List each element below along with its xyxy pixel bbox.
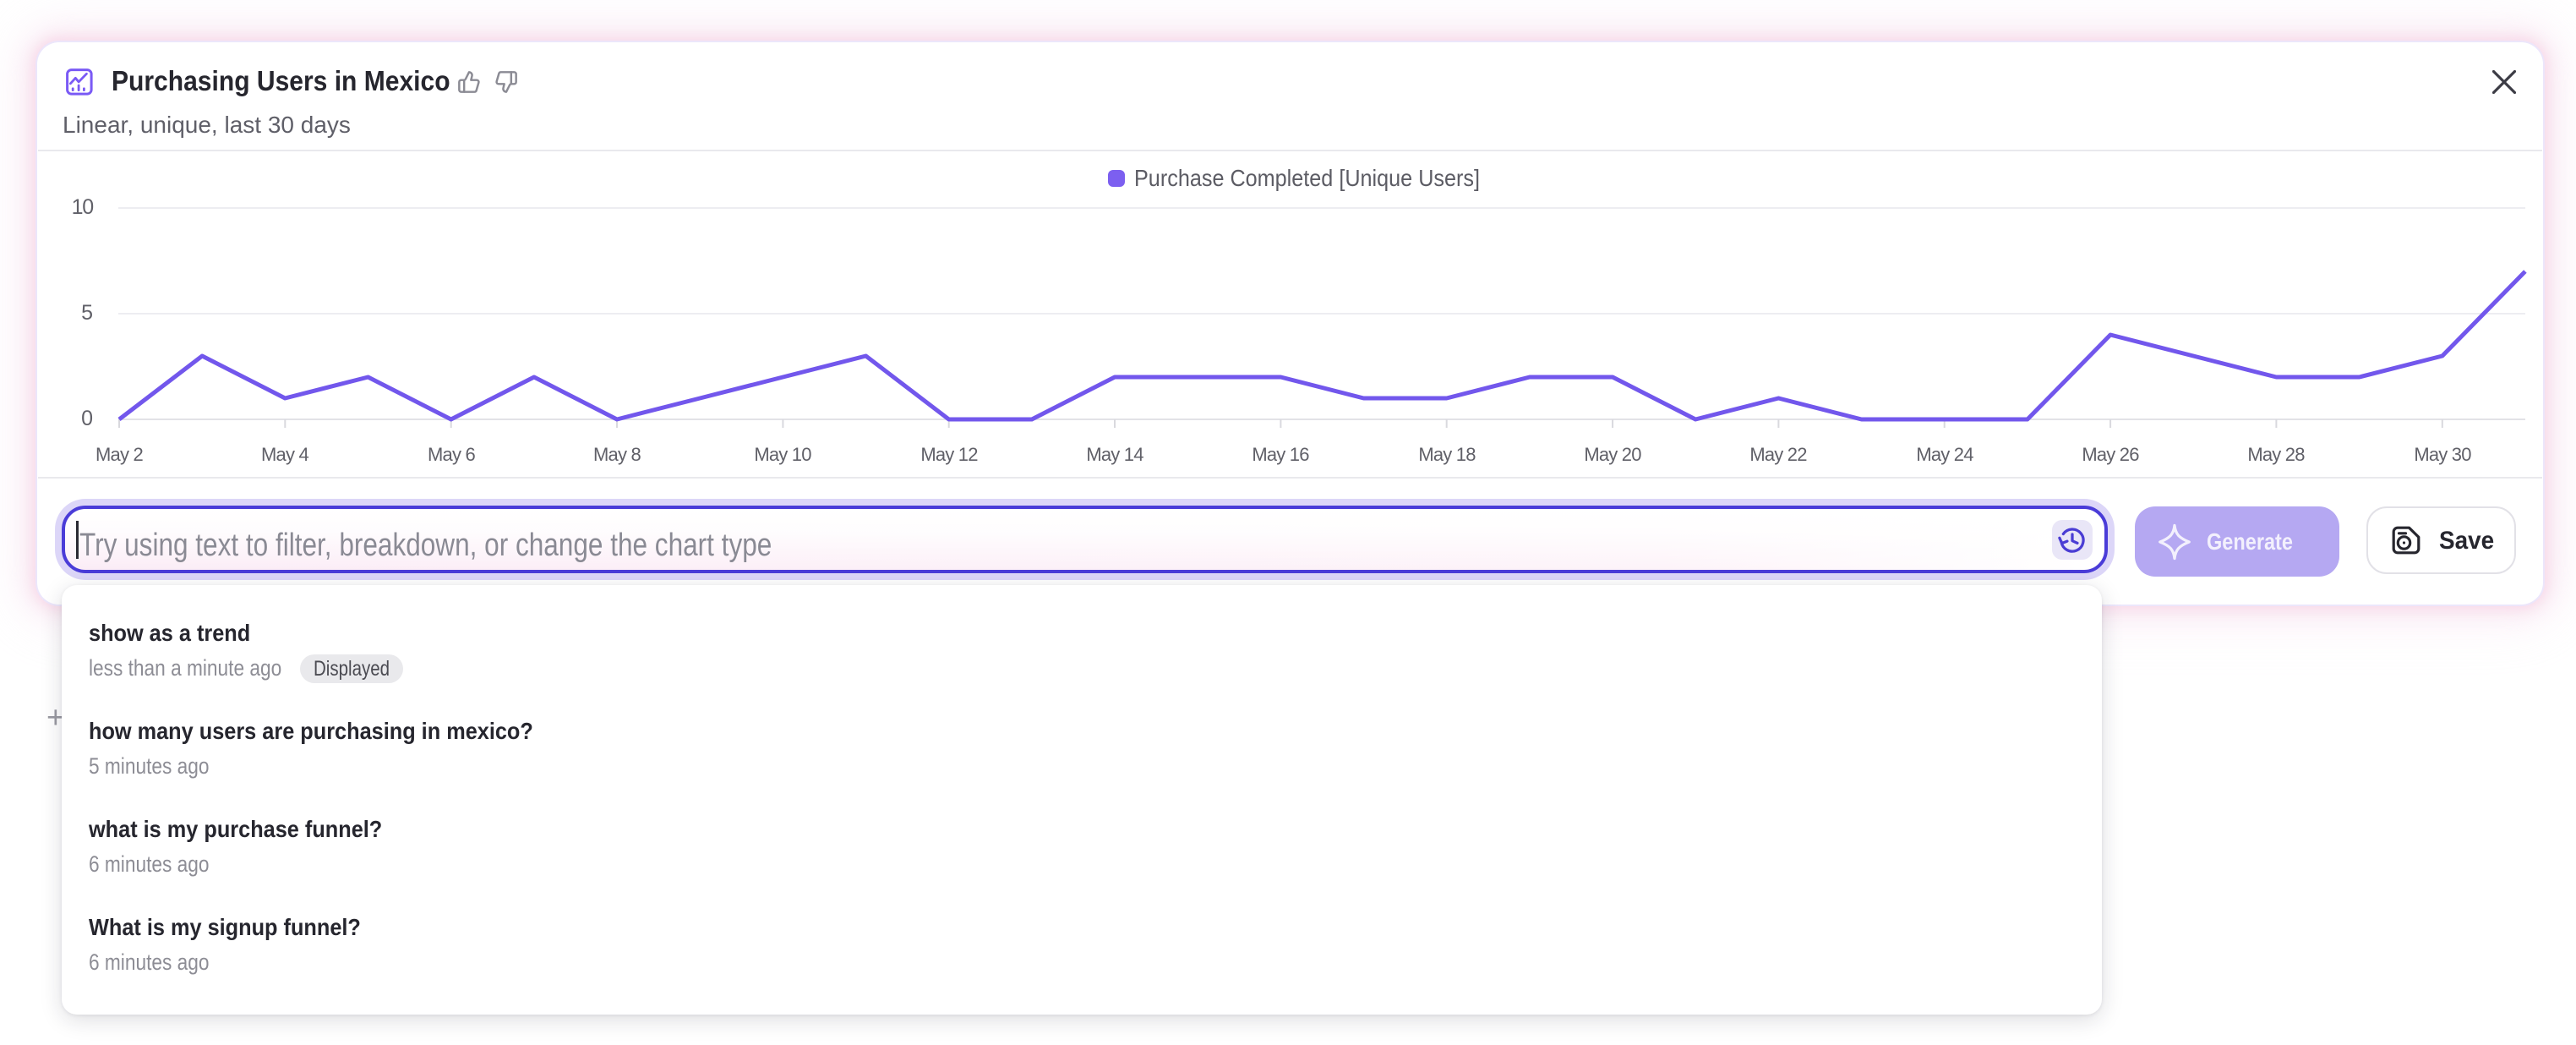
svg-text:May 6: May 6 <box>428 444 475 465</box>
svg-text:May 10: May 10 <box>754 444 811 465</box>
svg-text:May 14: May 14 <box>1086 444 1143 465</box>
svg-text:10: 10 <box>72 195 94 219</box>
svg-text:May 26: May 26 <box>2082 444 2139 465</box>
svg-text:May 30: May 30 <box>2414 444 2471 465</box>
svg-text:May 2: May 2 <box>96 444 143 465</box>
svg-text:May 16: May 16 <box>1252 444 1309 465</box>
svg-text:May 22: May 22 <box>1749 444 1807 465</box>
svg-text:May 28: May 28 <box>2247 444 2305 465</box>
svg-text:May 24: May 24 <box>1916 444 1973 465</box>
svg-text:May 4: May 4 <box>261 444 308 465</box>
svg-text:May 12: May 12 <box>920 444 978 465</box>
svg-text:0: 0 <box>81 407 93 430</box>
svg-text:May 8: May 8 <box>593 444 641 465</box>
svg-text:5: 5 <box>81 301 93 325</box>
svg-text:May 20: May 20 <box>1584 444 1641 465</box>
svg-text:May 18: May 18 <box>1418 444 1476 465</box>
